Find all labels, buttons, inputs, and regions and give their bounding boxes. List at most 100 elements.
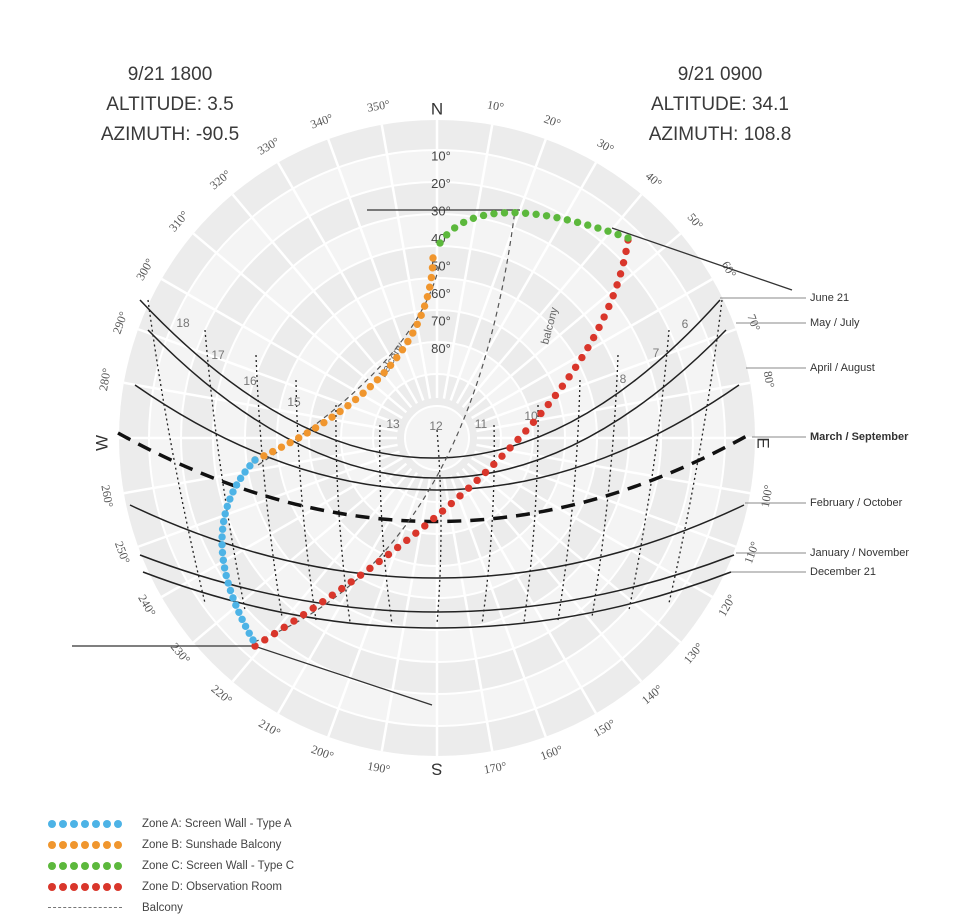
legend-dot [70,882,78,891]
azimuth-spoke [466,462,682,644]
zone-d-dot [589,333,598,342]
legend-dots-swatch [48,839,126,851]
zone-d-dot [430,514,438,523]
zone-b-dot [429,254,437,262]
zone-b-dot [295,434,303,442]
legend-item-a: Zone A: Screen Wall - Type A [48,813,368,834]
zone-c-dot [459,218,468,227]
zone-d-dot [514,435,522,444]
azimuth-spoke [231,467,413,683]
zone-a-dot [224,579,232,587]
zone-d-dot [456,492,464,500]
legend-dots-swatch [48,881,126,893]
corner-left-readout: 9/21 1800 ALTITUDE: 3.5 AZIMUTH: -90.5 [50,60,290,150]
zone-b-dot [286,438,294,447]
corner-right-datetime: 9/21 0900 [677,64,763,85]
legend-dot [92,840,100,849]
hour-line [379,424,393,625]
hour-lines [147,299,723,625]
altitude-label: 30° [431,203,451,218]
legend-dot [59,882,67,891]
cardinal-north: N [431,99,443,118]
azimuth-spoke [466,232,682,414]
zone-a-dot [245,629,253,637]
zone-c-dot [490,209,498,218]
zone-a-dot [232,601,240,609]
zone-b-dot [413,320,421,328]
zone-b-dot [320,418,328,427]
zone-a-dot [220,564,229,572]
zone-d-dot [619,258,628,267]
boundary-line [611,227,793,291]
zone-c-dot [500,209,509,217]
azimuth-label: 340° [309,111,335,132]
legend-dots-swatch [48,818,126,830]
zone-b-dot [328,413,336,421]
zone-b-dot [428,264,437,272]
zone-d-dot [584,343,592,352]
azimuth-labels: 10° 20° 30° 40° 50° 60° 70° 80° 100° 110° 120° 130°… [96,97,778,777]
hour-line [436,429,442,625]
legend-dot [70,819,78,828]
legend-dot [81,819,89,828]
azimuth-spoke [137,328,400,426]
zone-b-dot [420,302,429,310]
hour-label: 13 [386,417,400,431]
zone-d-dot [464,484,473,492]
zone-d-dot [481,468,490,477]
zone-d-dot [605,302,613,311]
zone-a-dot [235,608,243,616]
date-leader-lines [720,297,806,573]
zone-c-dot [450,224,459,232]
legend-item-d: Zone D: Observation Room [48,876,368,897]
azimuth-label: 110° [741,539,762,565]
zone-b-dot [277,443,286,451]
zone-d-dot [473,476,481,485]
zone-d-dot [319,598,327,606]
azimuth-spoke [461,467,643,683]
azimuth-label: 320° [207,167,234,193]
zone-c-dot [542,212,551,220]
date-line [129,504,745,579]
zone-a-dot [219,556,228,564]
azimuth-spoke [380,124,432,399]
azimuth-spoke [455,472,598,715]
zone-b-dot [260,452,268,460]
zone-a-dot [238,615,246,624]
legend-dot [59,819,67,828]
altitude-labels: 10°20°30°40°50°60°70°80° [431,148,451,356]
legend-dot [48,840,56,849]
altitude-label: 80° [431,341,451,356]
zone-d-dot [328,591,336,599]
zone-d-dot [571,363,580,371]
corner-left-altitude: ALTITUDE: 3.5 [106,94,234,115]
azimuth-label: 100° [758,483,776,508]
legend-dot [92,861,100,870]
altitude-rings [119,120,755,756]
azimuth-label: 350° [366,97,391,115]
hour-line [591,354,619,618]
zone-d-dot [421,522,429,530]
legend-label: Zone D: Observation Room [142,880,282,893]
legend-dot [59,840,67,849]
legend-dot [59,861,67,870]
legend-dashed-swatch [48,902,126,914]
balcony-line [253,209,516,643]
zone-b-dot [373,376,382,384]
zone-b-dot [409,329,417,337]
legend-label: Balcony [142,901,183,914]
hour-label: 8 [620,372,627,386]
legend-label: Zone C: Screen Wall - Type C [142,859,295,872]
legend-item-c: Zone C: Screen Wall - Type C [48,855,368,876]
zone-d-dot [558,382,567,390]
zone-d-dot [393,543,402,552]
zone-b-dot [344,401,352,410]
zone-b-dot [311,424,320,432]
zone-dots [218,209,632,650]
azimuth-label: 120° [715,592,739,619]
azimuth-label: 190° [366,759,391,777]
legend: Zone A: Screen Wall - Type A Zone B: Suns… [48,813,368,918]
azimuth-spoke [192,232,408,414]
hour-line [295,379,317,621]
zone-d-dot [384,550,393,559]
